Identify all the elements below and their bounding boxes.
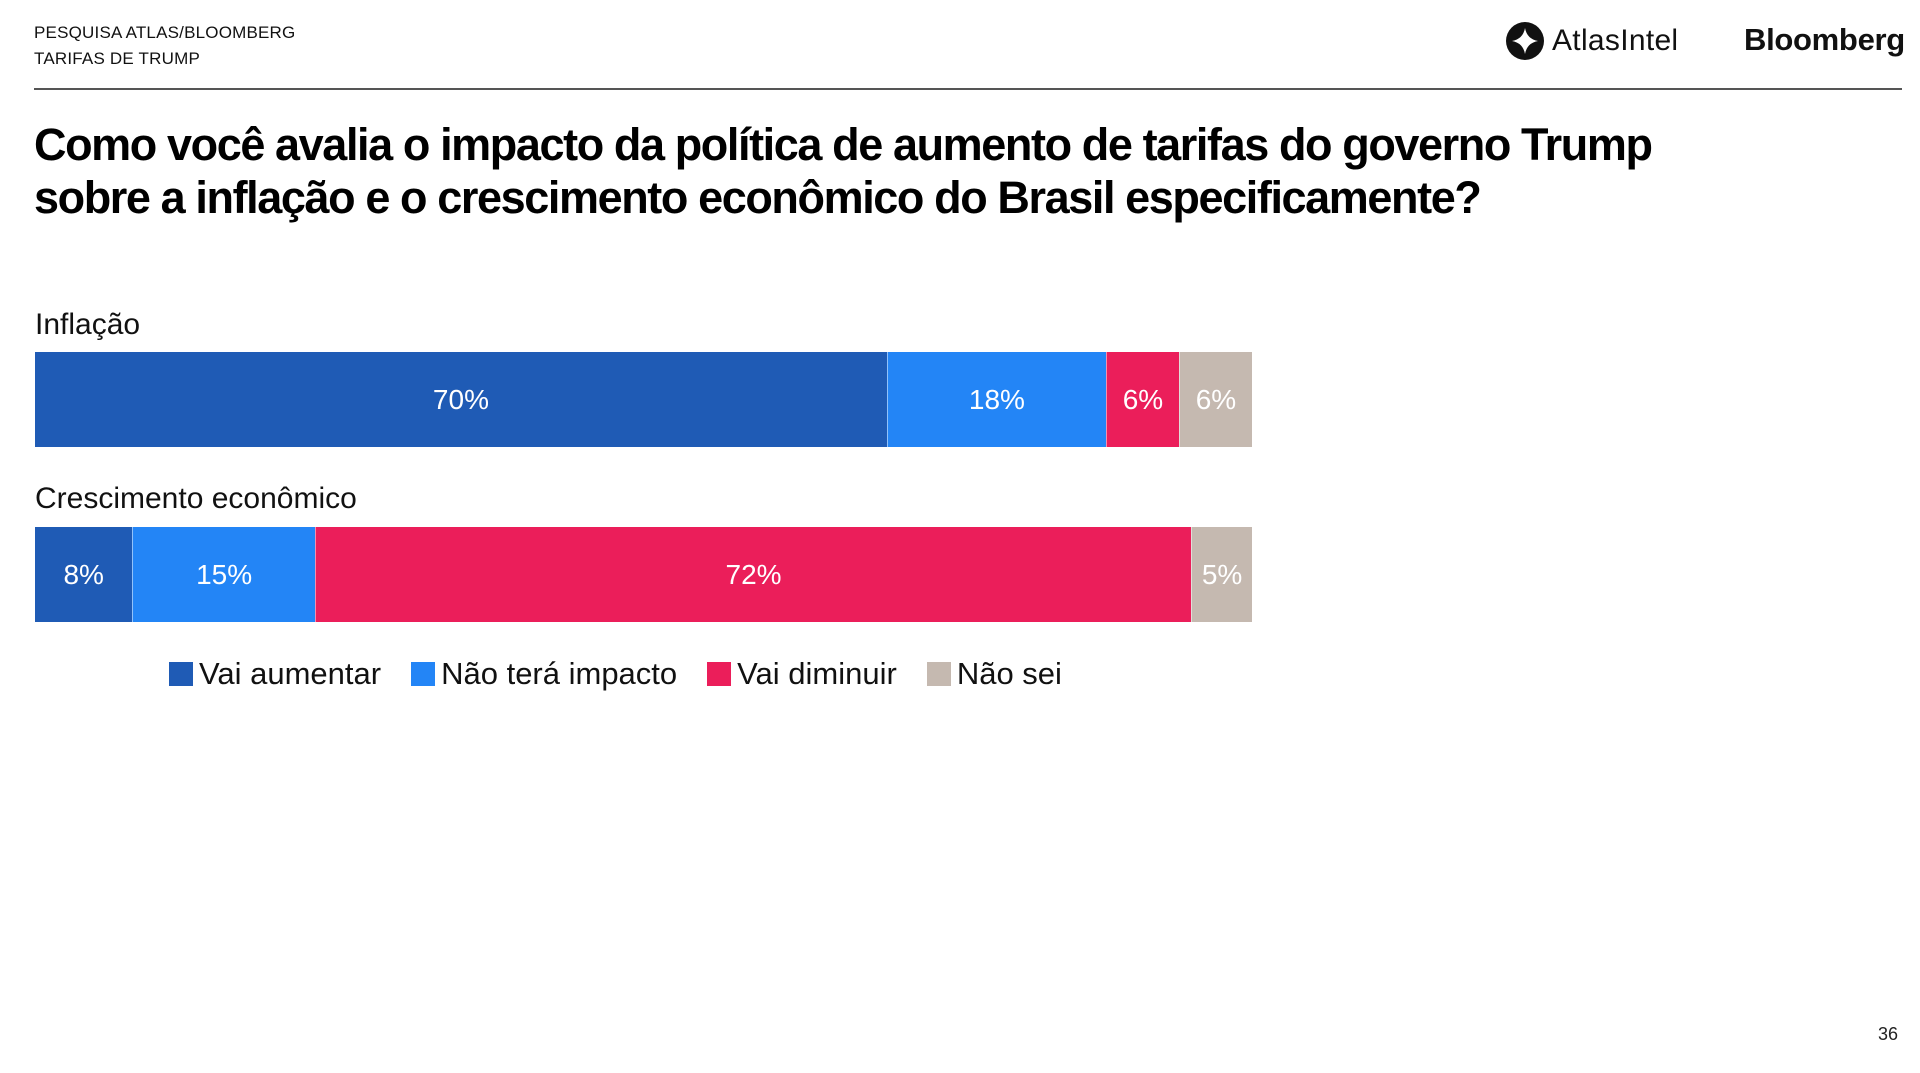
bar-segment: 18% [886,352,1106,447]
data-label: 15% [196,558,253,590]
bar-segment: 8% [35,527,133,622]
stacked-bar-row: 8% 15% 72% 5% [35,527,1252,622]
legend-swatch [411,662,436,686]
bloomberg-logo: Bloomberg [1744,22,1905,57]
header-survey-name: PESQUISA ATLAS/BLOOMBERG [34,23,296,42]
legend-item: Vai diminuir [707,656,897,692]
page-number: 36 [1878,1024,1899,1044]
category-label: Crescimento econômico [35,482,357,515]
data-label: 72% [725,558,782,590]
legend-label: Vai diminuir [737,656,897,691]
bar-segment: 5% [1191,527,1252,622]
data-label: 6% [1122,383,1164,415]
header-divider [34,88,1902,90]
legend-item: Vai aumentar [169,656,381,692]
chart-legend: Vai aumentar Não terá impacto Vai diminuir… [169,656,1092,692]
question-title-line-1: Como você avalia o impacto da política d… [34,119,1653,170]
data-label: 70% [432,383,489,415]
category-label: Inflação [35,308,141,341]
question-title: Como você avalia o impacto da política d… [34,118,1653,224]
data-label: 6% [1195,383,1237,415]
atlasintel-logo: AtlasIntel [1506,22,1678,60]
bar-segment: 15% [132,527,315,622]
legend-swatch [707,662,732,686]
legend-label: Vai aumentar [199,656,382,691]
legend-item: Não sei [926,656,1062,692]
stacked-bar-row: 70% 18% 6% 6% [35,352,1252,447]
atlas-star-icon [1506,22,1544,60]
legend-item: Não terá impacto [411,656,677,692]
bar-segment: 6% [1178,352,1252,447]
legend-swatch [926,662,951,686]
legend-swatch [169,662,193,686]
report-header: PESQUISA ATLAS/BLOOMBERG TARIFAS DE TRUM… [34,20,295,72]
legend-label: Não sei [956,656,1062,691]
header-topic: TARIFAS DE TRUMP [34,49,200,68]
question-title-line-2: sobre a inflação e o crescimento econômi… [34,172,1482,223]
atlasintel-wordmark: AtlasIntel [1552,24,1679,57]
data-label: 5% [1201,558,1243,590]
data-label: 8% [63,558,104,590]
legend-label: Não terá impacto [441,656,678,691]
bar-segment: 70% [35,352,887,447]
bar-segment: 6% [1105,352,1179,447]
bar-segment: 72% [314,527,1192,622]
data-label: 18% [968,383,1025,415]
